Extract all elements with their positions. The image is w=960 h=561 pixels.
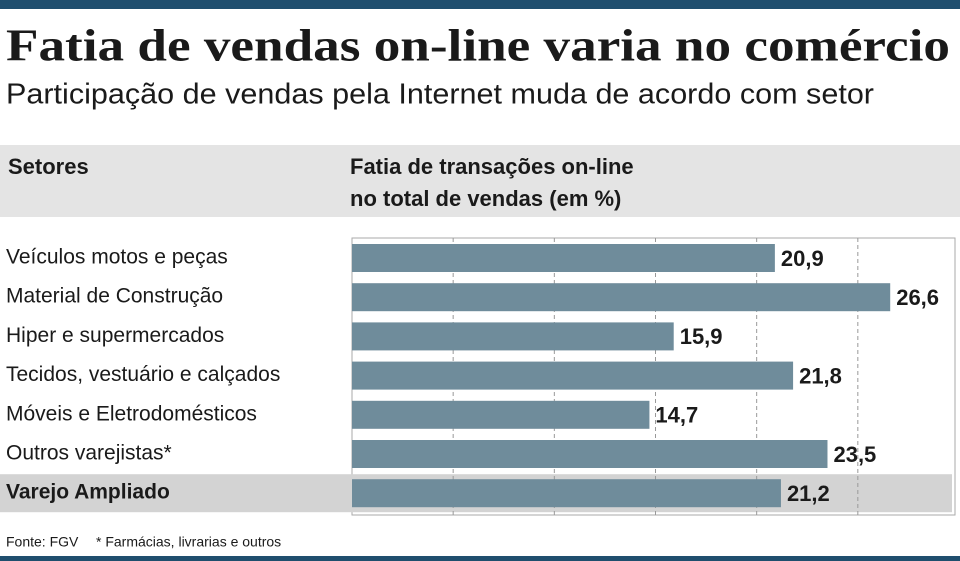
header-band	[0, 145, 960, 217]
category-label: Veículos motos e peças	[6, 246, 228, 269]
bar	[352, 322, 674, 351]
category-label: Material de Construção	[6, 285, 223, 308]
category-label: Outros varejistas*	[6, 442, 172, 465]
value-label: 26,6	[896, 285, 939, 310]
value-label: 15,9	[680, 324, 723, 349]
category-header: Setores	[8, 154, 89, 179]
chart-subtitle: Participação de vendas pela Internet mud…	[6, 79, 874, 111]
value-label: 21,2	[787, 481, 830, 506]
value-label: 23,5	[833, 442, 876, 467]
value-label: 14,7	[655, 403, 698, 428]
category-label: Tecidos, vestuário e calçados	[6, 363, 280, 386]
category-label: Móveis e Eletrodomésticos	[6, 402, 257, 425]
source: Fonte: FGV	[6, 534, 79, 550]
bottom-stripe	[0, 556, 960, 561]
value-header: no total de vendas (em %)	[350, 186, 621, 211]
value-label: 21,8	[799, 363, 842, 388]
top-stripe	[0, 0, 960, 9]
category-label: Varejo Ampliado	[6, 481, 170, 504]
value-label: 20,9	[781, 246, 824, 271]
bar	[352, 361, 794, 390]
bar	[352, 479, 781, 508]
bar	[352, 400, 650, 429]
value-header: Fatia de transações on-line	[350, 154, 634, 179]
bar	[352, 440, 828, 468]
note: * Farmácias, livrarias e outros	[96, 534, 281, 550]
bar	[352, 283, 891, 312]
category-label: Hiper e supermercados	[6, 324, 224, 347]
chart-title: Fatia de vendas on-line varia no comérci…	[6, 20, 950, 70]
bar	[352, 244, 775, 272]
